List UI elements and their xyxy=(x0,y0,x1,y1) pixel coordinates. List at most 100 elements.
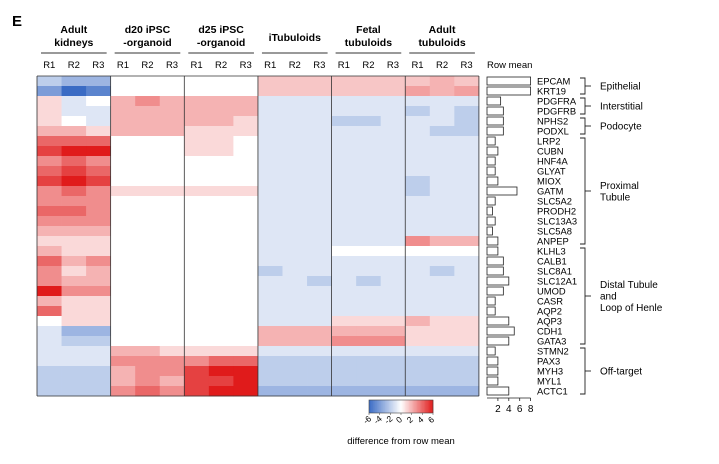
heatmap-cell xyxy=(307,276,332,287)
color-legend-gradient-step xyxy=(381,400,383,413)
heatmap-cell xyxy=(307,346,332,357)
heatmap-cell xyxy=(135,256,161,267)
heatmap-cell xyxy=(405,186,431,197)
heatmap-cell xyxy=(356,86,382,97)
heatmap-cell xyxy=(61,306,87,317)
gene-label: EPCAM xyxy=(537,75,571,86)
row-mean-bar xyxy=(486,146,499,156)
color-legend-gradient-step xyxy=(389,400,391,413)
heatmap-cell xyxy=(208,296,234,307)
heatmap-cell xyxy=(135,156,161,167)
heatmap-cell xyxy=(380,196,406,207)
heatmap-cell xyxy=(454,126,480,137)
heatmap-cell xyxy=(307,196,332,207)
heatmap-cell xyxy=(208,96,234,107)
heatmap-cell xyxy=(331,126,357,137)
heatmap-cell xyxy=(356,316,382,327)
heatmap-cell xyxy=(208,386,234,397)
row-mean-bar xyxy=(486,316,510,326)
category-bracket xyxy=(580,97,586,115)
heatmap-cell xyxy=(282,366,308,377)
heatmap-cell xyxy=(61,146,87,157)
color-legend-gradient-step xyxy=(390,400,392,413)
heatmap-cell xyxy=(208,166,234,177)
heatmap-cell xyxy=(405,286,431,297)
heatmap-cell xyxy=(257,226,283,237)
heatmap-cell xyxy=(233,146,259,157)
heatmap-cell xyxy=(454,256,480,267)
heatmap-cell xyxy=(61,376,87,387)
heatmap-cell xyxy=(110,136,136,147)
heatmap-cell xyxy=(282,116,308,127)
heatmap-cell xyxy=(37,246,62,257)
heatmap-cell xyxy=(135,76,161,87)
heatmap-cell xyxy=(331,136,357,147)
row-mean-bar xyxy=(486,306,496,316)
heatmap-cell xyxy=(233,106,259,117)
color-legend-gradient-step xyxy=(397,400,399,413)
row-mean-tick-label: 2 xyxy=(495,404,501,415)
heatmap-cell xyxy=(184,316,210,327)
group-header-label: -organoid xyxy=(123,37,171,49)
panel-label: E xyxy=(12,13,22,30)
color-legend-title: difference from row mean xyxy=(347,436,455,447)
heatmap-cell xyxy=(356,306,382,317)
heatmap-cell xyxy=(61,166,87,177)
heatmap-cell xyxy=(331,286,357,297)
heatmap-cell xyxy=(37,76,62,87)
heatmap-cell xyxy=(257,256,283,267)
heatmap-cell xyxy=(454,386,480,397)
heatmap-cell xyxy=(282,76,308,87)
heatmap-cell xyxy=(454,186,480,197)
heatmap-cell xyxy=(135,126,161,137)
heatmap-cell xyxy=(405,136,431,147)
heatmap-cell xyxy=(86,146,112,157)
row-mean-bar xyxy=(486,86,531,96)
heatmap-cell xyxy=(233,366,259,377)
heatmap-cell xyxy=(110,96,136,107)
heatmap-cell xyxy=(454,276,480,287)
heatmap-cell xyxy=(159,156,185,167)
heatmap-cell xyxy=(380,326,406,337)
row-mean-bar xyxy=(486,256,504,266)
heatmap-cell xyxy=(380,76,406,87)
color-legend-gradient-step xyxy=(393,400,395,413)
heatmap-cell xyxy=(61,136,87,147)
heatmap-cell xyxy=(380,116,406,127)
replicate-label: R1 xyxy=(191,60,203,71)
gene-label: GATA3 xyxy=(537,335,566,346)
heatmap-cell xyxy=(184,336,210,347)
heatmap-cell xyxy=(331,166,357,177)
heatmap-cell xyxy=(454,106,480,117)
heatmap-cell xyxy=(159,196,185,207)
color-legend-gradient-step xyxy=(415,400,418,413)
heatmap-cell xyxy=(86,386,112,397)
row-mean-bar xyxy=(486,166,496,176)
heatmap-cell xyxy=(380,306,406,317)
replicate-label: R2 xyxy=(68,60,80,71)
heatmap-cell xyxy=(307,256,332,267)
gene-label: CALB1 xyxy=(537,255,567,266)
heatmap-cell xyxy=(110,186,136,197)
heatmap-cell xyxy=(356,286,382,297)
heatmap-cell xyxy=(307,76,332,87)
heatmap-cell xyxy=(405,376,431,387)
heatmap-cell xyxy=(37,176,62,187)
heatmap-cell xyxy=(356,146,382,157)
heatmap-cell xyxy=(307,86,332,97)
heatmap-cell xyxy=(356,246,382,257)
heatmap-cell xyxy=(380,166,406,177)
heatmap-cell xyxy=(454,146,480,157)
heatmap-cell xyxy=(37,286,62,297)
heatmap-cell xyxy=(184,186,210,197)
heatmap-cell xyxy=(61,196,87,207)
heatmap-cell xyxy=(331,96,357,107)
heatmap-cell xyxy=(331,196,357,207)
heatmap-cell xyxy=(135,106,161,117)
heatmap-cell xyxy=(233,176,259,187)
heatmap-cell xyxy=(208,266,234,277)
heatmap-cell xyxy=(61,276,87,287)
heatmap-cell xyxy=(454,156,480,167)
heatmap-cell xyxy=(429,106,455,117)
group-separators xyxy=(36,75,480,397)
